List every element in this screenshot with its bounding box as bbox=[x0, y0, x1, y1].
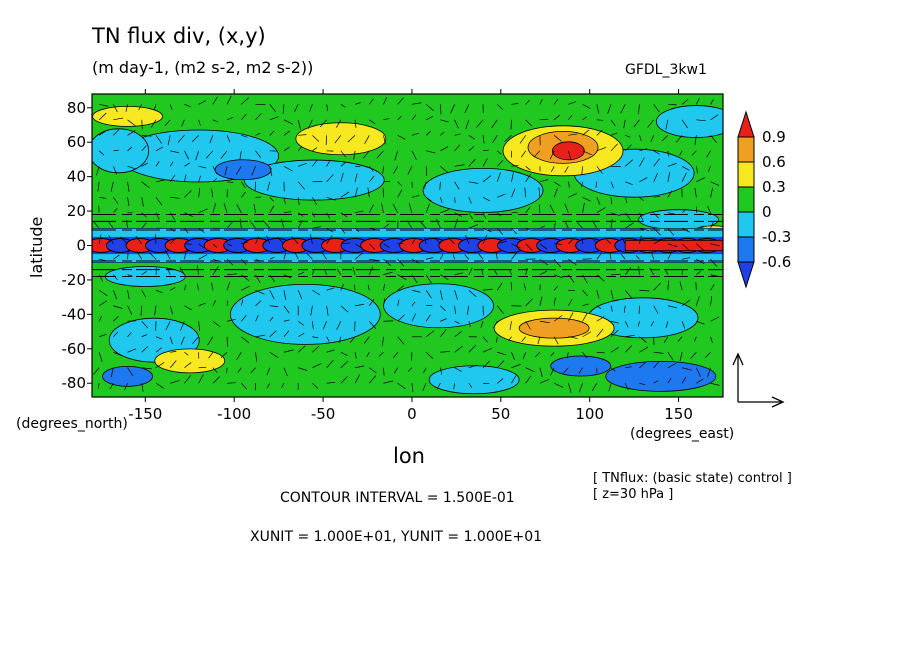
colorbar-segment bbox=[738, 212, 754, 237]
note-line-2: [ z=30 hPa ] bbox=[593, 487, 673, 502]
y-tick-label: -20 bbox=[62, 271, 87, 289]
x-axis-label: lon bbox=[393, 444, 425, 468]
chart-subtitle: (m day-1, (m2 s-2, m2 s-2)) bbox=[92, 58, 313, 77]
chart-title: TN flux div, (x,y) bbox=[91, 24, 266, 48]
colorbar-label: 0.9 bbox=[762, 128, 786, 146]
field-blue bbox=[606, 361, 716, 391]
colorbar-segment bbox=[738, 137, 754, 162]
field-cyan bbox=[656, 106, 736, 138]
colorbar: 0.9 0.6 0.3 0 -0.3 -0.6 bbox=[738, 112, 791, 287]
x-tick-label: 0 bbox=[407, 405, 417, 423]
colorbar-segment bbox=[738, 237, 754, 262]
colorbar-label: 0.3 bbox=[762, 178, 786, 196]
field-blue bbox=[551, 356, 611, 376]
field-cyan bbox=[89, 129, 149, 173]
x-tick-label: 100 bbox=[575, 405, 604, 423]
plot-area bbox=[87, 94, 736, 397]
y-axis-label: latitude bbox=[27, 217, 46, 278]
field-yellow bbox=[296, 123, 386, 155]
x-tick-label: -150 bbox=[128, 405, 162, 423]
field-cyan bbox=[429, 366, 519, 394]
field-cyan bbox=[384, 284, 494, 328]
y-tick-label: 0 bbox=[76, 237, 86, 255]
y-tick-label: 20 bbox=[67, 202, 86, 220]
x-unit-label: (degrees_east) bbox=[630, 426, 734, 442]
y-axis-ticks: 80 60 40 20 0 -20 -40 -60 -80 bbox=[62, 99, 93, 392]
colorbar-segment bbox=[738, 162, 754, 187]
colorbar-label: -0.6 bbox=[762, 253, 791, 271]
y-tick-label: -40 bbox=[62, 305, 87, 323]
colorbar-top-triangle bbox=[738, 112, 754, 137]
y-tick-label: 60 bbox=[67, 133, 86, 151]
field-blue bbox=[215, 160, 271, 180]
y-tick-label: -60 bbox=[62, 340, 87, 358]
model-label: GFDL_3kw1 bbox=[625, 62, 707, 78]
y-tick-label: 80 bbox=[67, 99, 86, 117]
note-line-1: [ TNflux: (basic state) control ] bbox=[593, 471, 792, 486]
field-cyan bbox=[230, 284, 380, 344]
x-tick-label: -50 bbox=[311, 405, 336, 423]
colorbar-label: -0.3 bbox=[762, 228, 791, 246]
x-tick-label: -100 bbox=[217, 405, 251, 423]
contour-interval-text: CONTOUR INTERVAL = 1.500E-01 bbox=[280, 490, 515, 506]
x-tick-label: 50 bbox=[491, 405, 510, 423]
units-text: XUNIT = 1.000E+01, YUNIT = 1.000E+01 bbox=[250, 529, 542, 545]
colorbar-label: 0 bbox=[762, 203, 772, 221]
reference-vector bbox=[733, 354, 783, 407]
x-tick-label: 150 bbox=[664, 405, 693, 423]
colorbar-label: 0.6 bbox=[762, 153, 786, 171]
y-tick-label: -80 bbox=[62, 374, 87, 392]
y-unit-label: (degrees_north) bbox=[16, 416, 128, 432]
colorbar-segment bbox=[738, 187, 754, 212]
y-tick-label: 40 bbox=[67, 168, 86, 186]
colorbar-bottom-triangle bbox=[738, 262, 754, 287]
